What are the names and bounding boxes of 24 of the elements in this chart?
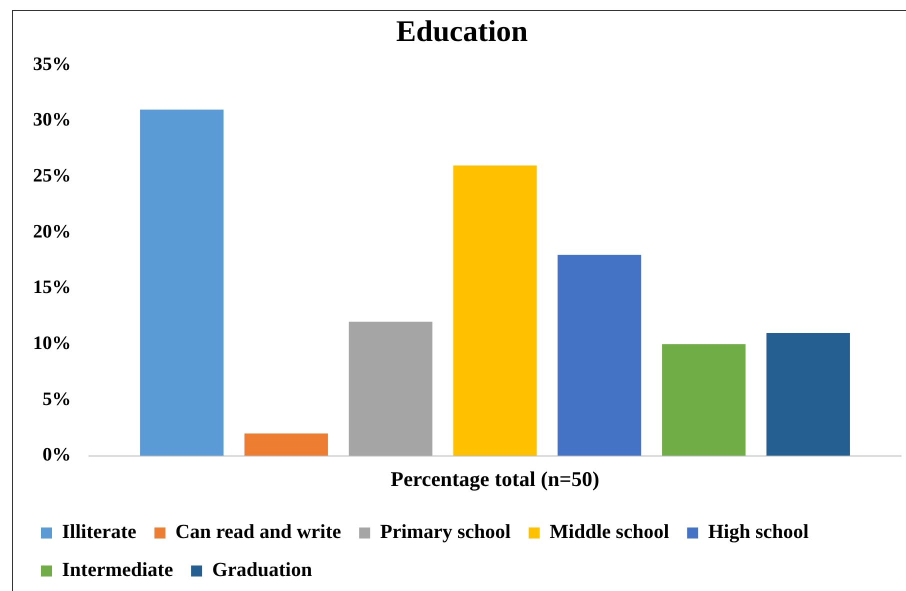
chart-title: Education — [396, 14, 528, 48]
y-tick-label: 20% — [33, 221, 71, 242]
bar — [766, 332, 850, 456]
legend-label: Illiterate — [62, 521, 137, 544]
y-tick-label: 30% — [33, 110, 71, 131]
bar — [558, 254, 642, 456]
y-tick-label: 35% — [33, 54, 71, 75]
y-tick-label: 0% — [42, 444, 71, 466]
y-tick-label: 5% — [42, 388, 71, 410]
y-tick-label: 15% — [33, 277, 71, 298]
legend-label: High school — [708, 521, 810, 544]
legend-label: Middle school — [550, 521, 670, 544]
y-tick-label: 25% — [33, 166, 71, 187]
legend-label: Primary school — [380, 521, 512, 544]
bar — [244, 433, 328, 456]
bar — [662, 344, 746, 456]
bar — [140, 110, 224, 456]
legend-label: Intermediate — [62, 559, 174, 582]
legend-label: Can read and write — [175, 521, 342, 544]
bar — [348, 322, 432, 456]
bar — [453, 165, 537, 456]
x-tick-label: Percentage total (n=50) — [390, 466, 600, 491]
legend-label: Graduation — [212, 559, 312, 582]
y-tick-label: 10% — [33, 333, 71, 354]
